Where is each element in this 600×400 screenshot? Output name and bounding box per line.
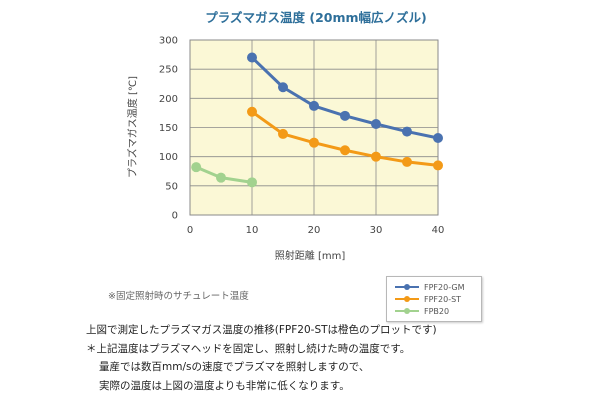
data-point <box>433 133 443 143</box>
y-tick-label: 200 <box>159 94 178 105</box>
y-tick-label: 0 <box>172 211 178 222</box>
description-line-1: 上図で測定したプラズマガス温度の推移(FPF20-STは橙色のプロットです) <box>86 324 437 336</box>
description-line-3: 量産では数百mm/sの速度でプラズマを照射しますので、 <box>99 361 370 373</box>
data-point <box>247 106 257 117</box>
legend-item-fpf20-st: FPF20-ST <box>395 293 461 305</box>
legend-label-fpf20-st: FPF20-ST <box>424 294 462 304</box>
data-point <box>309 100 319 111</box>
data-point <box>402 126 412 137</box>
y-tick-label: 150 <box>159 123 178 134</box>
legend: FPF20-GM FPF20-ST FPB20 <box>386 276 482 322</box>
data-point <box>191 162 202 173</box>
legend-label-fpb20: FPB20 <box>424 306 450 316</box>
legend-swatch-fpf20-gm <box>395 284 419 290</box>
x-axis-label: 照射距離 [mm] <box>275 249 346 262</box>
x-tick-label: 40 <box>432 225 445 236</box>
legend-item-fpf20-gm: FPF20-GM <box>395 281 465 293</box>
description-line-4: 実際の温度は上図の温度よりも非常に低くなります。 <box>99 379 350 392</box>
data-point <box>371 119 381 129</box>
y-axis-label: プラズマガス温度 [℃] <box>126 76 139 178</box>
legend-item-fpb20: FPB20 <box>395 305 449 317</box>
legend-swatch-fpf20-st <box>395 296 419 302</box>
description: 上図で測定したプラズマガス温度の推移(FPF20-STは橙色のプロットです) ＊… <box>86 321 437 395</box>
x-tick-label: 10 <box>246 225 259 236</box>
saturation-note: ※固定照射時のサチュレート温度 <box>108 291 249 302</box>
data-point <box>278 128 288 139</box>
description-line-2: ＊上記温度はプラズマヘッドを固定し、照射し続けた時の温度です。 <box>86 342 411 355</box>
legend-label-fpf20-gm: FPF20-GM <box>424 282 465 292</box>
x-tick-label: 20 <box>308 225 321 236</box>
plot-frame <box>189 39 439 216</box>
data-point <box>247 177 257 188</box>
data-point <box>371 151 381 162</box>
data-point <box>278 82 288 93</box>
data-point <box>402 156 412 167</box>
chart-title: プラズマガス温度 (20mm幅広ノズル) <box>205 10 426 25</box>
y-tick-label: 300 <box>159 36 178 47</box>
y-tick-label: 100 <box>159 152 178 163</box>
data-series <box>191 52 443 188</box>
axis-ticks: 0 10 20 30 40 0 50 100 150 200 250 300 <box>159 36 444 237</box>
y-tick-label: 50 <box>165 181 178 192</box>
x-tick-label: 0 <box>187 225 193 236</box>
data-point <box>433 160 443 171</box>
data-point <box>340 110 350 121</box>
plasma-temperature-chart: プラズマガス温度 (20mm幅広ノズル) 0 10 20 30 40 0 50 100 150 2… <box>126 10 444 262</box>
data-point <box>247 52 257 63</box>
y-tick-label: 250 <box>159 65 178 76</box>
data-point <box>340 145 350 156</box>
legend-swatch-fpb20 <box>395 308 419 314</box>
data-point <box>309 137 319 148</box>
x-tick-label: 30 <box>370 225 383 236</box>
data-point <box>216 172 226 183</box>
